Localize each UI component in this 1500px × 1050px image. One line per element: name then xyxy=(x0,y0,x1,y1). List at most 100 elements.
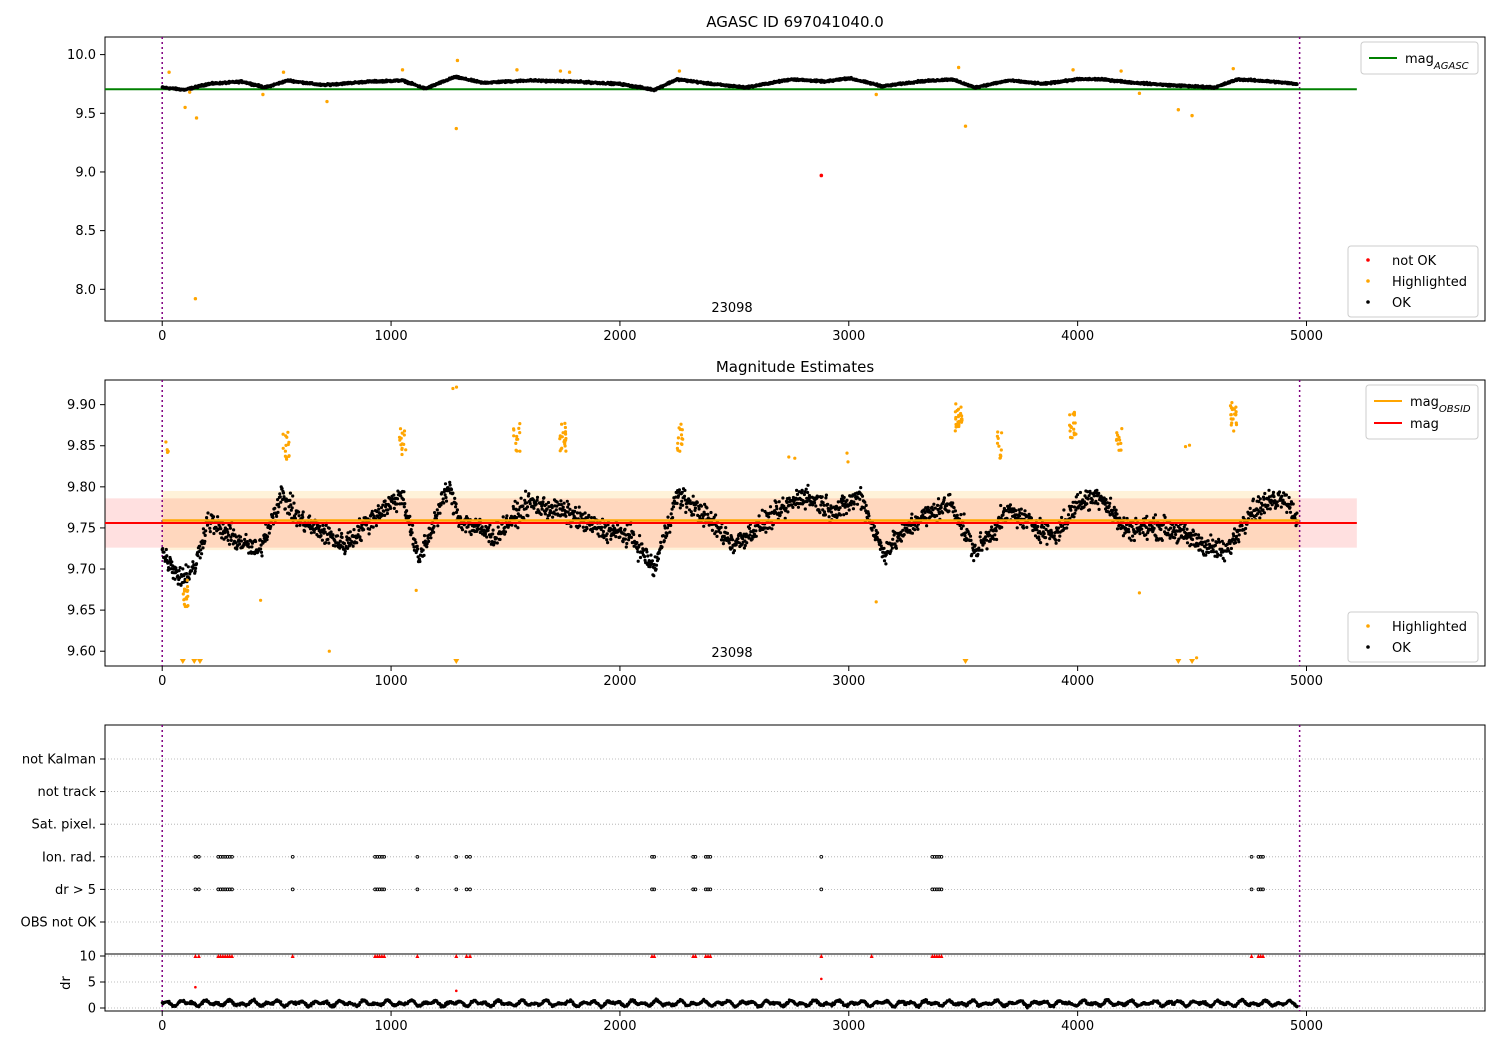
flag-marker xyxy=(468,854,472,859)
flag-marker xyxy=(375,887,380,892)
dr-clipped-marker xyxy=(693,954,698,958)
agasc-highlighted-point xyxy=(1119,69,1123,73)
flag-marker xyxy=(930,854,935,859)
panel-agasc-xtick-label: 2000 xyxy=(603,329,636,344)
panel-agasc-legend-label: OK xyxy=(1392,296,1411,311)
panel-agasc-xtick-label: 4000 xyxy=(1061,329,1094,344)
flag-marker xyxy=(650,887,654,892)
magnitude-clipped-marker xyxy=(179,659,186,664)
panel-magnitude-xtick-label: 2000 xyxy=(603,674,636,689)
dr-clipped-marker xyxy=(454,954,459,958)
flag-marker xyxy=(415,887,420,892)
agasc-highlighted-point xyxy=(455,58,460,63)
flag-marker xyxy=(1249,887,1254,892)
agasc-ok-points xyxy=(160,74,1299,93)
panel-magnitude-xtick-label: 4000 xyxy=(1061,674,1094,689)
panel-magnitude-legend-marker xyxy=(1366,624,1370,628)
flag-marker xyxy=(454,887,459,892)
dr-clipped-marker xyxy=(708,954,713,958)
flag-marker xyxy=(225,887,230,892)
flag-marker xyxy=(464,854,469,859)
panel-agasc-xtick-label: 1000 xyxy=(375,329,408,344)
agasc-highlighted-point xyxy=(325,99,329,104)
dr-clipped-marker xyxy=(415,954,420,958)
panel-agasc-legend-box xyxy=(1347,245,1479,318)
flag-marker xyxy=(1256,854,1261,859)
dr-clipped-marker xyxy=(196,954,201,958)
flag-row-label: OBS not OK xyxy=(21,916,97,931)
panel-flags-xtick-label: 1000 xyxy=(375,1019,408,1034)
panel-agasc-xtick-label: 0 xyxy=(158,329,166,344)
panel-magnitude-ytick-label: 9.75 xyxy=(67,521,96,536)
agasc-highlighted-point xyxy=(1176,108,1181,112)
agasc-not-ok-point xyxy=(819,173,824,178)
agasc-highlighted-point xyxy=(400,68,405,72)
flag-marker xyxy=(1258,887,1263,892)
panel-magnitude-xtick-label: 0 xyxy=(158,674,166,689)
panel-agasc-legend-box xyxy=(1360,41,1479,75)
dr-outlier-point xyxy=(820,977,823,981)
panel-agasc-ytick-label: 10.0 xyxy=(67,48,96,63)
panel-magnitude-legend-marker xyxy=(1366,645,1370,649)
flag-marker xyxy=(230,854,234,859)
panel-agasc-ytick-label: 8.0 xyxy=(75,283,96,298)
panel-flags-xtick-label: 4000 xyxy=(1061,1019,1094,1034)
panel-magnitude-ytick-label: 9.60 xyxy=(67,645,96,660)
flag-marker xyxy=(415,854,420,859)
flag-marker xyxy=(377,854,382,859)
flag-marker xyxy=(691,887,696,892)
panel-agasc-ytick-label: 8.5 xyxy=(75,224,96,239)
flag-marker xyxy=(227,854,232,859)
agasc-highlighted-point xyxy=(454,126,458,131)
flag-marker xyxy=(652,854,657,859)
panel-magnitude-title: Magnitude Estimates xyxy=(716,358,874,376)
agasc-highlighted-point xyxy=(515,68,519,72)
flag-marker xyxy=(193,887,198,892)
dr-outlier-point xyxy=(194,985,197,989)
flag-marker xyxy=(375,854,380,859)
flag-marker xyxy=(223,854,227,859)
panel-agasc-legend-marker xyxy=(1366,279,1370,283)
dr-points xyxy=(160,997,1299,1010)
dr-outlier-point xyxy=(454,989,458,993)
flag-marker xyxy=(703,854,708,859)
panel-magnitude-legend-label: mag xyxy=(1410,417,1439,432)
dr-clipped-marker xyxy=(939,954,944,958)
panel-magnitude-xtick-label: 1000 xyxy=(375,674,408,689)
flag-row-label: Ion. rad. xyxy=(42,850,96,865)
flag-marker xyxy=(216,854,221,859)
panel-flags-xtick-label: 2000 xyxy=(603,1019,636,1034)
panel-agasc: AGASC ID 697041040.0 23098 0 1000 2000 3000… xyxy=(67,13,1486,344)
dr-clipped-marker xyxy=(869,954,874,958)
flag-marker xyxy=(939,854,944,859)
flag-marker xyxy=(454,854,459,859)
panel-magnitude-legend-label: Highlighted xyxy=(1392,620,1467,635)
panel-magnitude-xtick-label: 3000 xyxy=(832,674,865,689)
flag-marker xyxy=(221,887,225,892)
flag-marker xyxy=(468,887,472,892)
dr-axis-label: dr xyxy=(59,976,74,990)
agasc-highlighted-point xyxy=(1071,68,1075,72)
flag-row-label: not track xyxy=(37,785,96,800)
flag-row-label: Sat. pixel. xyxy=(32,818,96,833)
flag-marker xyxy=(819,854,824,859)
panel-magnitude-legend-label: magOBSID xyxy=(1410,395,1471,415)
flag-marker xyxy=(223,887,227,892)
flag-marker xyxy=(380,887,384,892)
agasc-highlighted-point xyxy=(167,70,171,74)
flag-marker xyxy=(932,854,937,859)
flag-marker xyxy=(290,887,295,892)
flag-marker xyxy=(225,854,230,859)
dr-ytick-label: 10 xyxy=(79,950,96,965)
panel-flags-xtick-label: 5000 xyxy=(1290,1019,1323,1034)
panel-agasc-frame xyxy=(104,36,1486,322)
agasc-highlighted-point xyxy=(1137,91,1142,96)
agasc-highlighted-point xyxy=(874,92,878,97)
dr-clipped-marker xyxy=(382,954,387,958)
panel-magnitude-legend-box xyxy=(1347,611,1479,663)
flag-marker xyxy=(935,854,939,859)
panel-magnitude-ytick-label: 9.85 xyxy=(67,439,96,454)
agasc-highlighted-point xyxy=(677,69,682,73)
flag-marker xyxy=(930,887,935,892)
